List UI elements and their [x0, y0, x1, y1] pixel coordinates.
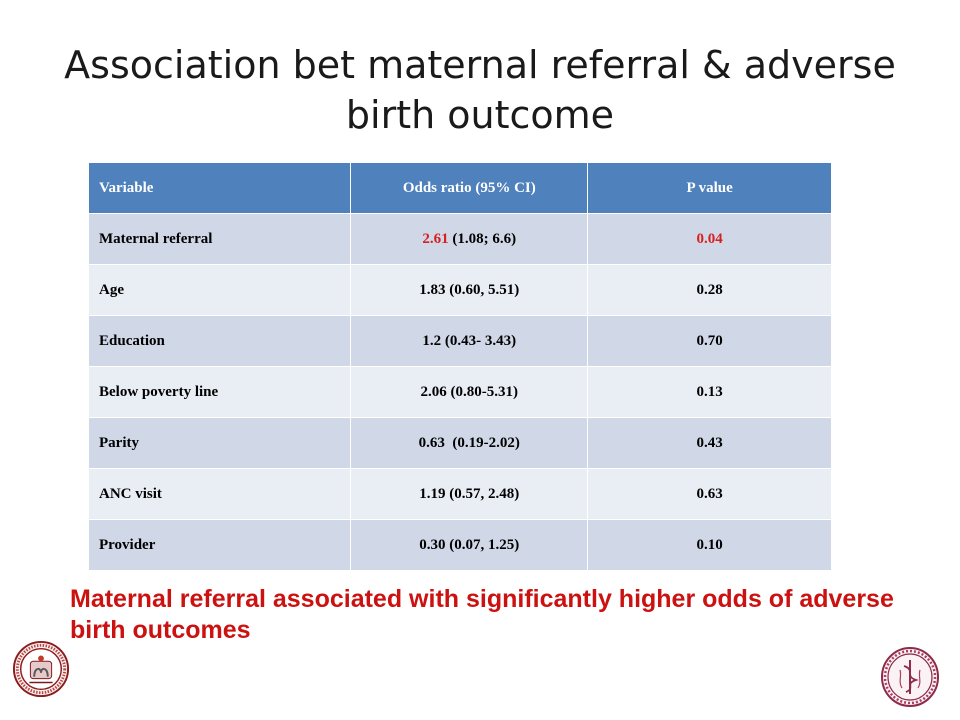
variable-cell: Parity: [87, 417, 352, 469]
odds-ratio-ci: (0.07, 1.25): [445, 536, 520, 553]
odds-ratio-cell: 2.61 (1.08; 6.6): [350, 213, 589, 265]
variable-cell: Maternal referral: [87, 213, 352, 265]
odds-ratio-cell: 2.06 (0.80-5.31): [350, 366, 589, 418]
odds-ratio-highlight: 2.61: [422, 230, 449, 247]
odds-ratio-value: 0.30: [419, 536, 446, 553]
p-value-cell: 0.13: [587, 366, 832, 418]
table-row: Below poverty line 2.06 (0.80-5.31) 0.13: [87, 366, 832, 418]
odds-ratio-ci: (0.60, 5.51): [445, 281, 520, 298]
variable-cell: ANC visit: [87, 468, 352, 520]
odds-ratio-cell: 1.19 (0.57, 2.48): [350, 468, 589, 520]
odds-ratio-cell: 1.2 (0.43- 3.43): [350, 315, 589, 367]
odds-ratio-ci: (0.57, 2.48): [445, 485, 520, 502]
odds-ratio-ci: (0.43- 3.43): [441, 332, 517, 349]
results-table: Variable Odds ratio (95% CI) P value Mat…: [87, 162, 832, 571]
variable-cell: Age: [87, 264, 352, 316]
p-value-cell: 0.28: [587, 264, 832, 316]
odds-ratio-value: 1.83: [419, 281, 446, 298]
p-value-cell: 0.43: [587, 417, 832, 469]
table-row: Maternal referral 2.61 (1.08; 6.6) 0.04: [87, 213, 832, 265]
table-row: Parity 0.63 (0.19-2.02) 0.43: [87, 417, 832, 469]
table-row: Provider 0.30 (0.07, 1.25) 0.10: [87, 519, 832, 571]
odds-ratio-cell: 0.63 (0.19-2.02): [350, 417, 589, 469]
p-value-cell: 0.10: [587, 519, 832, 571]
variable-cell: Education: [87, 315, 352, 367]
odds-ratio-cell: 1.83 (0.60, 5.51): [350, 264, 589, 316]
table-row: Education 1.2 (0.43- 3.43) 0.70: [87, 315, 832, 367]
odds-ratio-value: 2.06: [420, 383, 447, 400]
odds-ratio-ci: (0.80-5.31): [446, 383, 519, 400]
medical-college-seal-icon: [12, 640, 70, 698]
header-odds-ratio: Odds ratio (95% CI): [350, 162, 589, 214]
slide-title: Association bet maternal referral & adve…: [64, 43, 896, 137]
odds-ratio-value: 1.19: [419, 485, 446, 502]
variable-cell: Provider: [87, 519, 352, 571]
header-variable: Variable: [87, 162, 352, 214]
odds-ratio-value: 1.2: [422, 332, 442, 349]
odds-ratio-ci: (1.08; 6.6): [448, 230, 517, 247]
table-row: ANC visit 1.19 (0.57, 2.48) 0.63: [87, 468, 832, 520]
odds-ratio-cell: 0.30 (0.07, 1.25): [350, 519, 589, 571]
p-value-cell: 0.70: [587, 315, 832, 367]
header-p-value: P value: [587, 162, 832, 214]
conclusion-text: Maternal referral associated with signif…: [70, 585, 894, 644]
variable-cell: Below poverty line: [87, 366, 352, 418]
karolinska-institutet-seal-icon: [881, 647, 939, 707]
p-value-cell: 0.63: [587, 468, 832, 520]
p-value-cell: 0.04: [587, 213, 832, 265]
table-row: Age 1.83 (0.60, 5.51) 0.28: [87, 264, 832, 316]
table-header-row: Variable Odds ratio (95% CI) P value: [87, 162, 832, 214]
odds-ratio-value: 0.63: [418, 434, 445, 451]
odds-ratio-ci: (0.19-2.02): [444, 434, 520, 451]
